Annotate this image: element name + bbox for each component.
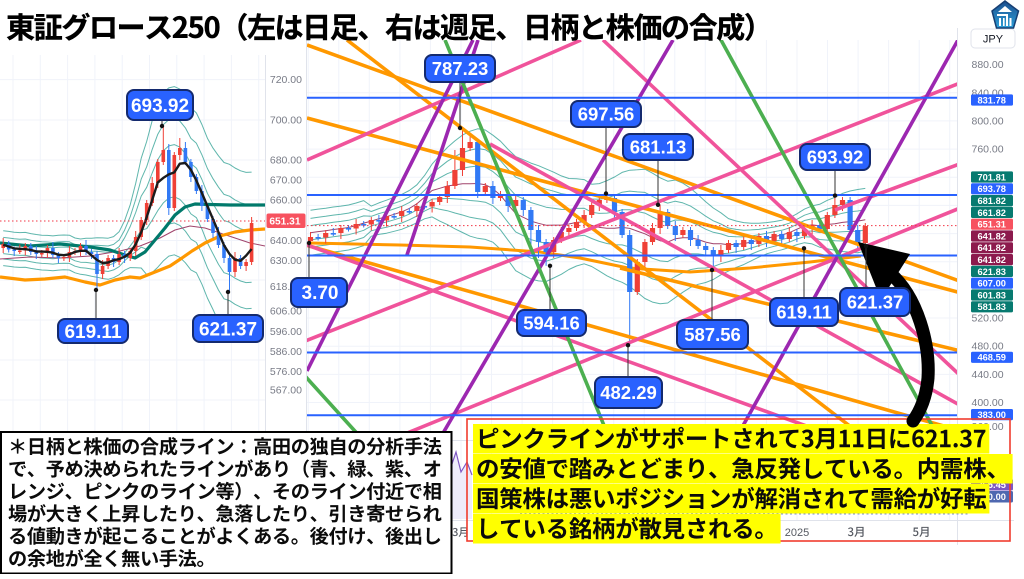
svg-text:641.82: 641.82 <box>977 255 1005 265</box>
svg-text:660.00: 660.00 <box>270 195 302 207</box>
svg-text:2025: 2025 <box>785 527 809 539</box>
svg-text:700.00: 700.00 <box>270 115 302 127</box>
svg-text:831.78: 831.78 <box>977 95 1005 105</box>
svg-text:601.83: 601.83 <box>977 290 1005 300</box>
svg-text:520.00: 520.00 <box>972 313 1004 325</box>
svg-text:670.00: 670.00 <box>270 175 302 187</box>
svg-text:468.59: 468.59 <box>977 353 1005 363</box>
svg-text:693.78: 693.78 <box>977 184 1005 194</box>
svg-text:619.11: 619.11 <box>64 322 121 343</box>
svg-text:680.00: 680.00 <box>270 155 302 167</box>
svg-text:3.70: 3.70 <box>302 283 339 304</box>
svg-text:651.31: 651.31 <box>269 217 300 228</box>
svg-text:681.13: 681.13 <box>630 137 687 158</box>
svg-text:640.00: 640.00 <box>270 235 302 247</box>
svg-text:621.37: 621.37 <box>199 319 257 340</box>
svg-text:760.00: 760.00 <box>972 144 1004 156</box>
svg-text:480.00: 480.00 <box>972 341 1004 353</box>
svg-text:400.00: 400.00 <box>972 397 1004 409</box>
svg-text:587.56: 587.56 <box>684 324 741 345</box>
svg-text:619.11: 619.11 <box>776 302 832 323</box>
svg-text:641.82: 641.82 <box>977 231 1005 241</box>
svg-text:697.56: 697.56 <box>578 104 635 125</box>
svg-text:800.00: 800.00 <box>972 115 1004 127</box>
svg-text:880.00: 880.00 <box>972 59 1004 71</box>
svg-text:621.37: 621.37 <box>847 292 904 313</box>
svg-text:607.00: 607.00 <box>977 279 1005 289</box>
svg-text:641.82: 641.82 <box>977 243 1005 253</box>
svg-text:594.16: 594.16 <box>523 313 580 334</box>
svg-text:JPY: JPY <box>983 34 1004 46</box>
svg-text:651.31: 651.31 <box>977 220 1005 230</box>
svg-text:681.82: 681.82 <box>977 196 1005 206</box>
svg-text:630.00: 630.00 <box>270 255 302 267</box>
svg-text:482.29: 482.29 <box>600 382 657 403</box>
svg-text:567.00: 567.00 <box>270 385 302 397</box>
svg-text:596.00: 596.00 <box>270 326 302 338</box>
svg-text:576.00: 576.00 <box>270 366 302 378</box>
svg-text:693.92: 693.92 <box>807 147 864 168</box>
svg-text:787.23: 787.23 <box>432 58 489 79</box>
svg-text:720.00: 720.00 <box>270 74 302 86</box>
svg-text:661.82: 661.82 <box>977 208 1005 218</box>
svg-text:581.83: 581.83 <box>977 302 1005 312</box>
svg-text:586.00: 586.00 <box>270 346 302 358</box>
svg-text:440.00: 440.00 <box>972 369 1004 381</box>
svg-text:701.81: 701.81 <box>977 172 1005 182</box>
svg-text:693.92: 693.92 <box>131 96 189 117</box>
svg-text:621.83: 621.83 <box>977 267 1005 277</box>
